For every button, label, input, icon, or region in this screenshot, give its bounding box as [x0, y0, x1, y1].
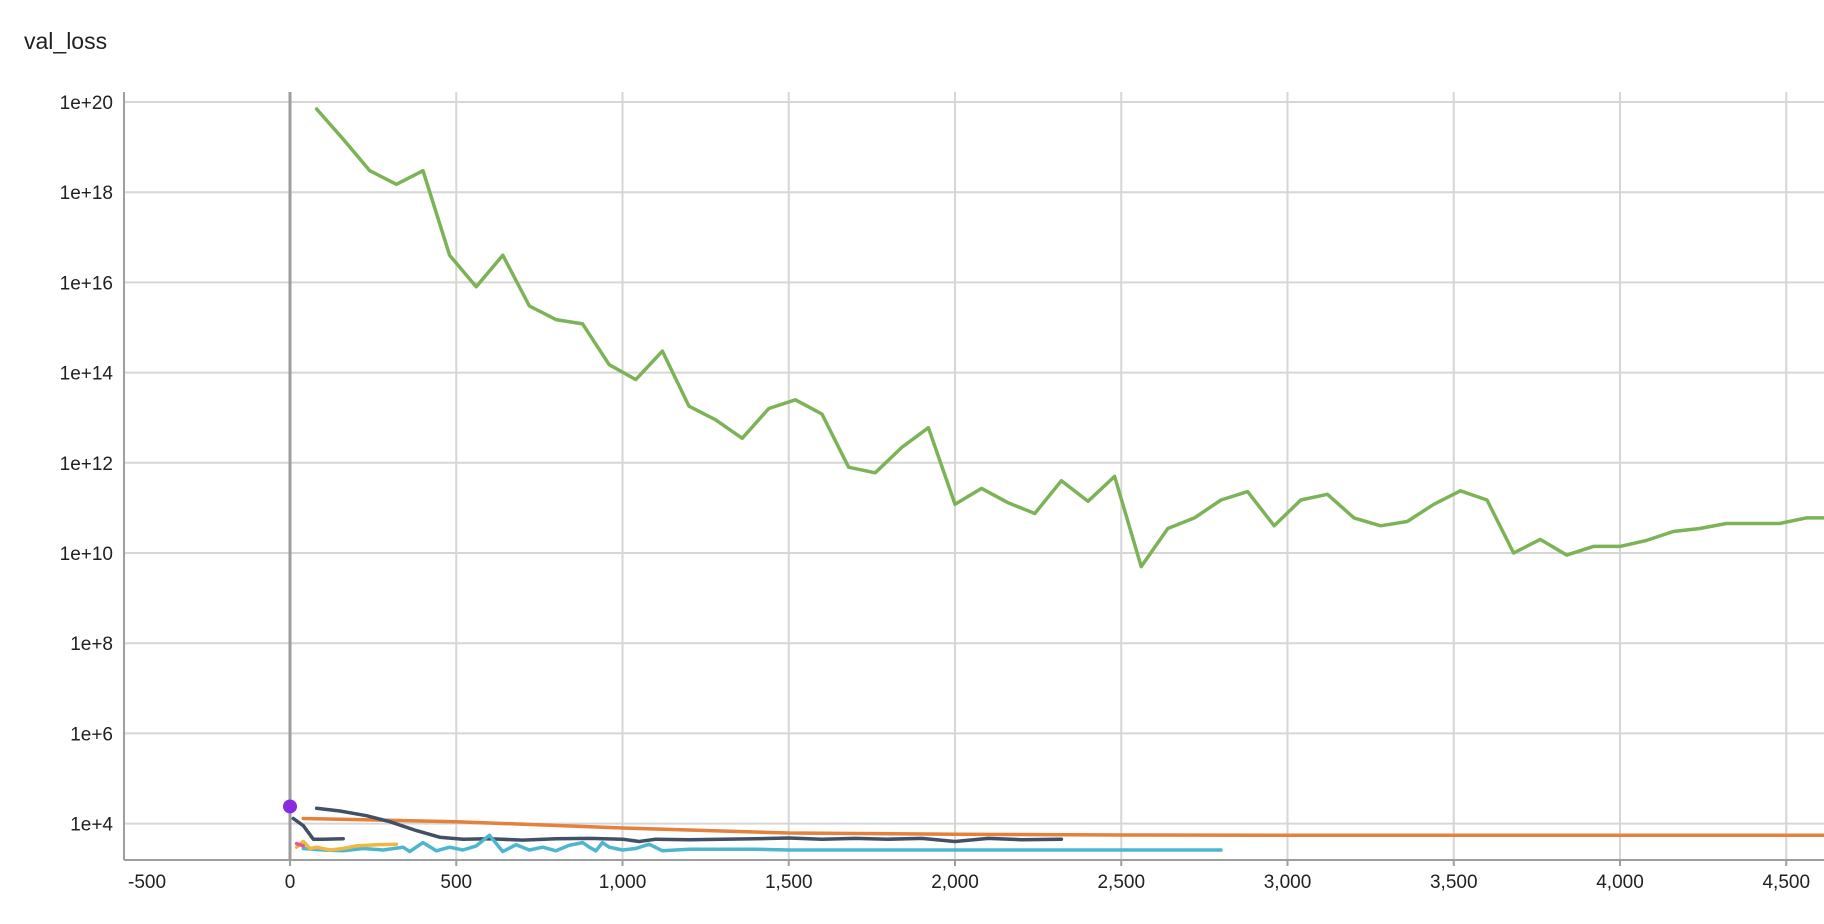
series-marker	[283, 799, 297, 814]
grid-lines	[124, 92, 1824, 860]
series-line-4	[301, 833, 1223, 854]
y-tick-labels: 1e+4 1e+6 1e+8 1e+10 1e+12 1e+14 1e+16 1e+18 1e+…	[60, 93, 114, 836]
series-line-1	[301, 816, 1824, 838]
y-tick-label: 1e+12	[60, 454, 113, 475]
chart-title: val_loss	[24, 28, 108, 54]
x-tick-label: 3,000	[1264, 872, 1312, 893]
x-tick-label: 4,000	[1596, 872, 1644, 893]
y-tick-label: 1e+18	[60, 183, 113, 204]
y-tick-label: 1e+10	[60, 544, 113, 565]
x-tick-label: 4,500	[1762, 872, 1810, 893]
series-line-3	[291, 816, 345, 841]
y-tick-label: 1e+16	[60, 273, 113, 294]
x-tick-label: 0	[285, 872, 296, 893]
x-tick-label: 2,500	[1097, 872, 1145, 893]
x-tick-labels: -500 0 500 1,000 1,500 2,000 2,500 3,000 3,500 4,…	[128, 872, 1810, 893]
series-line-5	[294, 839, 399, 852]
series-line-2	[314, 806, 1064, 844]
x-tick-label: 500	[440, 872, 472, 893]
y-tick-label: 1e+6	[70, 724, 113, 745]
series-lines	[283, 107, 1824, 854]
x-tick-label: 1,000	[599, 872, 647, 893]
y-tick-label: 1e+4	[70, 815, 113, 836]
y-tick-label: 1e+20	[60, 93, 113, 114]
y-tick-label: 1e+14	[60, 364, 114, 385]
x-tick-label: 3,500	[1430, 872, 1478, 893]
y-tick-label: 1e+8	[70, 634, 113, 655]
axes	[123, 92, 1824, 866]
series-line-6	[294, 841, 306, 848]
x-tick-label: 1,500	[765, 872, 813, 893]
x-tick-label: 2,000	[931, 872, 979, 893]
series-line-0	[314, 107, 1824, 569]
x-tick-label: -500	[128, 872, 166, 893]
